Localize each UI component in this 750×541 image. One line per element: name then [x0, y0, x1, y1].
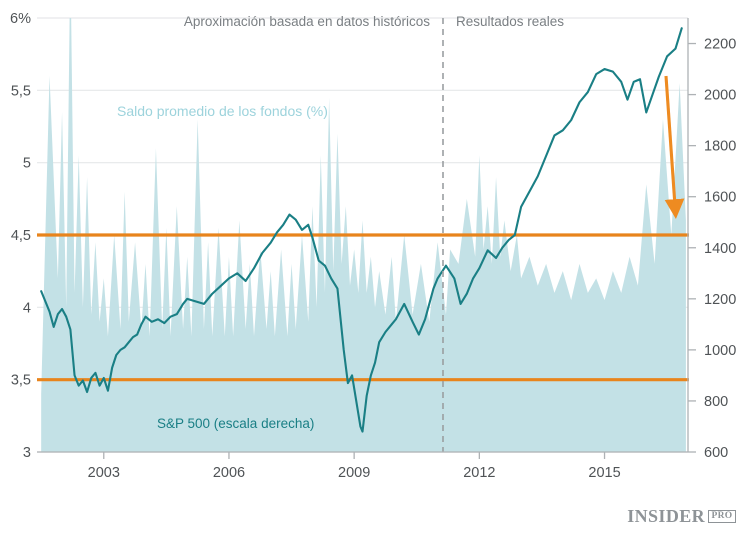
- y-left-tick-label: 4: [23, 300, 31, 316]
- y-right-tick-label: 1200: [704, 292, 736, 308]
- y-right-tick-label: 600: [704, 445, 728, 461]
- line-series-sp500: [40, 27, 683, 433]
- series-label-saldo-promedio: Saldo promedio de los fondos (%): [117, 103, 328, 119]
- x-tick-label: 2015: [588, 465, 620, 481]
- x-tick-label: 2012: [463, 465, 495, 481]
- logo-pro-badge: PRO: [708, 509, 736, 524]
- y-right-tick-label: 1800: [704, 139, 736, 155]
- y-axis-right-ticks: [688, 42, 696, 453]
- y-right-tick-label: 1400: [704, 241, 736, 257]
- y-right-tick-label: 2200: [704, 37, 736, 53]
- annotation-actual-results: Resultados reales: [456, 14, 564, 29]
- x-tick-label: 2006: [213, 465, 245, 481]
- y-right-tick-label: 1000: [704, 343, 736, 359]
- y-axis-left-labels: 3 3,5 4 4,5 5 5,5 6%: [10, 11, 31, 461]
- y-left-tick-label: 4,5: [11, 228, 31, 244]
- y-left-tick-label: 5,5: [11, 83, 31, 99]
- insider-pro-logo: INSIDER PRO: [627, 506, 736, 527]
- y-right-tick-label: 1600: [704, 190, 736, 206]
- y-axis-right-labels: 600 800 1000 1200 1400 1600 1800 2000 2200: [704, 37, 736, 461]
- y-left-tick-label: 5: [23, 156, 31, 172]
- y-left-tick-label: 3: [23, 445, 31, 461]
- y-left-tick-label: 6%: [10, 11, 31, 27]
- logo-wordmark: INSIDER: [627, 506, 706, 526]
- x-tick-label: 2009: [338, 465, 370, 481]
- y-left-tick-label: 3,5: [11, 373, 31, 389]
- y-right-tick-label: 2000: [704, 88, 736, 104]
- series-label-sp500: S&P 500 (escala derecha): [157, 416, 314, 431]
- x-axis-labels: 2003 2006 2009 2012 2015: [88, 465, 621, 481]
- downtrend-arrow: [664, 75, 685, 219]
- x-axis-ticks: [103, 452, 606, 459]
- y-right-tick-label: 800: [704, 394, 728, 410]
- reference-lines: [37, 233, 689, 382]
- x-tick-label: 2003: [88, 465, 120, 481]
- area-series-saldo-promedio: [41, 18, 686, 452]
- annotation-approximation: Aproximación basada en datos históricos: [184, 14, 430, 29]
